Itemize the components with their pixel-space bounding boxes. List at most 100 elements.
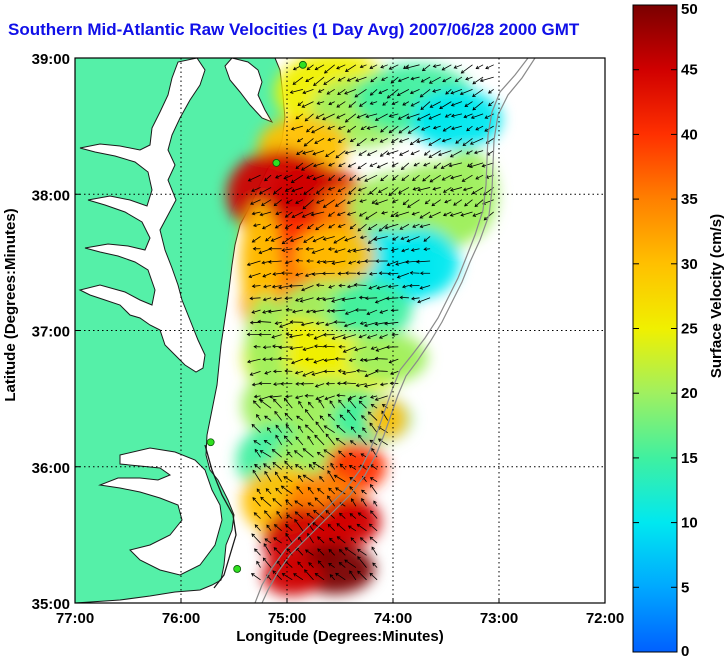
velocity-arrow xyxy=(370,464,378,470)
velocity-arrow-head xyxy=(315,226,319,231)
velocity-arrow-head xyxy=(275,424,280,429)
velocity-arrow-head xyxy=(368,272,373,276)
velocity-arrow xyxy=(338,138,346,143)
velocity-arrow xyxy=(264,174,272,182)
velocity-arrow-head xyxy=(311,129,315,134)
velocity-arrow xyxy=(361,489,367,495)
velocity-arrow xyxy=(295,547,304,556)
velocity-arrow xyxy=(357,162,367,169)
velocity-arrow xyxy=(386,297,399,299)
velocity-arrow-head xyxy=(294,500,299,504)
velocity-arrow-head xyxy=(287,451,291,455)
velocity-arrow-head xyxy=(412,187,417,191)
velocity-arrow-head xyxy=(281,240,286,245)
velocity-arrow xyxy=(253,512,261,519)
velocity-arrow-head xyxy=(297,561,301,566)
velocity-arrow xyxy=(328,563,335,568)
velocity-arrow xyxy=(337,394,346,397)
outer-banks xyxy=(204,444,237,589)
velocity-arrow-head xyxy=(302,474,307,479)
velocity-arrow xyxy=(266,524,272,532)
velocity-arrow xyxy=(251,573,261,581)
velocity-arrow-head xyxy=(388,192,393,196)
velocity-arrow xyxy=(357,556,367,568)
velocity-arrow xyxy=(284,560,293,568)
velocity-arrow xyxy=(445,89,452,95)
velocity-arrow xyxy=(263,543,272,556)
velocity-arrow-head xyxy=(374,201,379,206)
velocity-arrow-head xyxy=(273,382,277,387)
velocity-arrow-head xyxy=(466,127,470,132)
velocity-arrow-head xyxy=(464,103,469,107)
velocity-arrow xyxy=(306,309,314,313)
velocity-arrow xyxy=(323,236,335,240)
velocity-arrow xyxy=(402,199,410,205)
velocity-arrow-head xyxy=(275,211,280,216)
velocity-arrow xyxy=(301,101,314,108)
velocity-arrow-head xyxy=(328,224,332,229)
velocity-arrow-head xyxy=(275,487,279,492)
colorbar-tick-label: 45 xyxy=(681,62,698,79)
velocity-arrow xyxy=(441,162,452,169)
velocity-arrow xyxy=(306,64,314,71)
velocity-arrow xyxy=(403,64,410,69)
velocity-arrow xyxy=(317,488,325,495)
velocity-arrow-head xyxy=(391,163,396,167)
velocity-arrow xyxy=(327,524,335,532)
velocity-arrow-head xyxy=(328,285,332,289)
velocity-arrow-head xyxy=(357,227,362,232)
velocity-arrow xyxy=(391,138,399,143)
velocity-arrow xyxy=(328,285,335,288)
velocity-arrow-head xyxy=(467,163,471,167)
velocity-arrow-head xyxy=(449,154,454,158)
velocity-arrow-head xyxy=(359,235,364,240)
velocity-arrow-head xyxy=(323,449,328,453)
velocity-arrow xyxy=(303,187,314,195)
velocity-arrow-head xyxy=(348,358,353,362)
velocity-arrow-head xyxy=(484,115,489,119)
velocity-arrow xyxy=(272,285,282,288)
velocity-arrow xyxy=(350,223,357,230)
velocity-arrow-head xyxy=(295,115,300,120)
velocity-arrow-head xyxy=(368,523,373,528)
velocity-arrow-head xyxy=(285,332,290,337)
velocity-arrow xyxy=(370,89,378,96)
velocity-arrow-head xyxy=(256,560,260,565)
velocity-arrow xyxy=(345,309,357,315)
velocity-arrow xyxy=(316,199,325,204)
velocity-arrow xyxy=(282,248,293,251)
velocity-arrow xyxy=(335,487,346,495)
velocity-arrow xyxy=(312,248,325,254)
velocity-arrow xyxy=(248,272,261,278)
velocity-arrow xyxy=(307,523,314,532)
velocity-arrow xyxy=(349,513,357,519)
velocity-arrow xyxy=(413,187,420,191)
velocity-arrow-head xyxy=(263,284,267,289)
velocity-arrow xyxy=(338,162,346,167)
velocity-arrow xyxy=(382,404,388,409)
velocity-arrow-head xyxy=(333,474,338,479)
velocity-arrow xyxy=(364,383,378,387)
velocity-arrow-head xyxy=(432,89,436,93)
velocity-arrow xyxy=(411,150,420,155)
velocity-arrow xyxy=(254,395,261,398)
velocity-arrow-head xyxy=(295,298,299,302)
velocity-arrow-head xyxy=(314,384,319,388)
velocity-arrow-head xyxy=(335,437,340,442)
velocity-arrow-head xyxy=(304,117,309,122)
velocity-arrow xyxy=(263,557,272,568)
velocity-arrow-head xyxy=(344,237,349,242)
velocity-arrow xyxy=(355,76,367,82)
velocity-arrow-head xyxy=(374,117,379,121)
velocity-arrow-head xyxy=(322,260,327,264)
velocity-arrow-head xyxy=(397,116,402,120)
velocity-arrow-head xyxy=(358,434,362,439)
velocity-arrow-head xyxy=(376,285,381,290)
velocity-arrow xyxy=(283,174,293,180)
velocity-arrow xyxy=(416,138,431,143)
velocity-arrow xyxy=(319,415,325,421)
velocity-arrow-head xyxy=(272,498,277,502)
colorbar-tick-label: 50 xyxy=(681,1,698,18)
velocity-arrow xyxy=(328,187,335,191)
velocity-arrow-head xyxy=(359,357,364,362)
